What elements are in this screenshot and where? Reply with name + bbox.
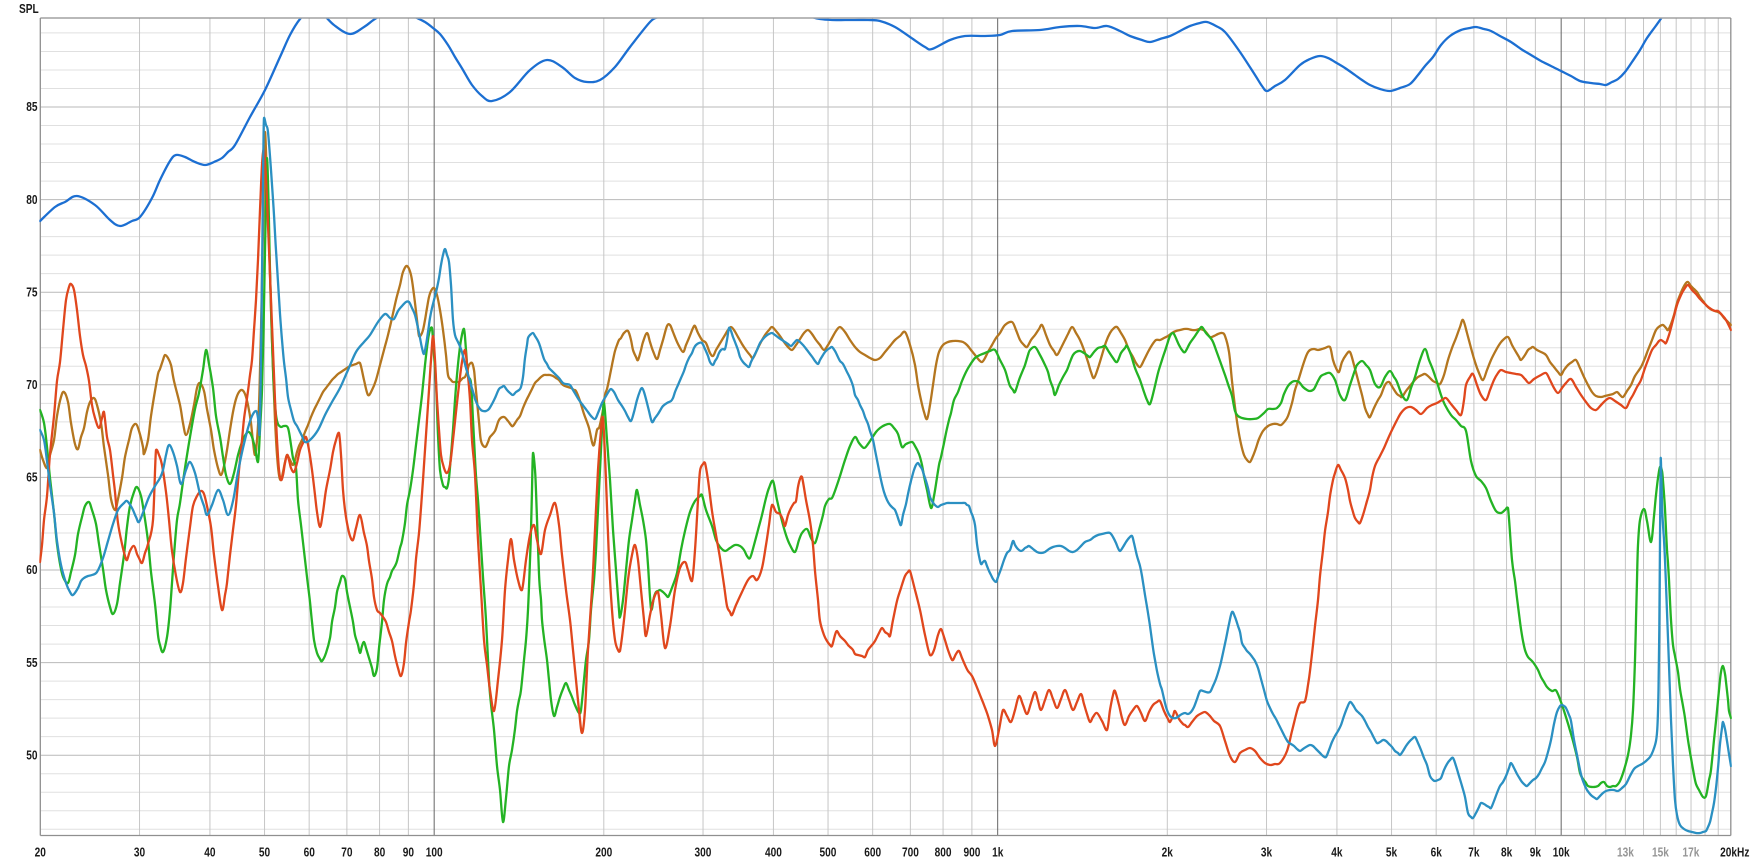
svg-text:5k: 5k bbox=[1386, 845, 1398, 859]
svg-text:65: 65 bbox=[26, 470, 38, 484]
svg-text:200: 200 bbox=[595, 845, 612, 859]
svg-text:60: 60 bbox=[26, 563, 37, 577]
svg-text:20: 20 bbox=[35, 845, 46, 859]
svg-text:400: 400 bbox=[765, 845, 782, 859]
svg-text:6k: 6k bbox=[1431, 845, 1443, 859]
svg-text:75: 75 bbox=[26, 285, 38, 299]
svg-text:80: 80 bbox=[26, 193, 37, 207]
svg-text:17k: 17k bbox=[1683, 845, 1700, 859]
svg-text:90: 90 bbox=[403, 845, 414, 859]
svg-text:600: 600 bbox=[864, 845, 881, 859]
svg-text:300: 300 bbox=[695, 845, 712, 859]
svg-text:9k: 9k bbox=[1530, 845, 1542, 859]
svg-text:7k: 7k bbox=[1468, 845, 1480, 859]
svg-text:55: 55 bbox=[26, 656, 38, 670]
svg-text:3k: 3k bbox=[1261, 845, 1273, 859]
svg-text:85: 85 bbox=[26, 100, 38, 114]
svg-text:10k: 10k bbox=[1553, 845, 1570, 859]
svg-text:SPL: SPL bbox=[19, 2, 39, 16]
svg-text:50: 50 bbox=[259, 845, 270, 859]
svg-text:70: 70 bbox=[341, 845, 352, 859]
svg-text:15k: 15k bbox=[1652, 845, 1669, 859]
svg-text:700: 700 bbox=[902, 845, 919, 859]
svg-text:60: 60 bbox=[304, 845, 315, 859]
svg-text:2k: 2k bbox=[1162, 845, 1174, 859]
svg-text:1k: 1k bbox=[992, 845, 1004, 859]
svg-text:800: 800 bbox=[935, 845, 952, 859]
svg-text:900: 900 bbox=[963, 845, 980, 859]
svg-text:70: 70 bbox=[26, 378, 37, 392]
svg-text:500: 500 bbox=[820, 845, 837, 859]
svg-text:13k: 13k bbox=[1617, 845, 1634, 859]
svg-text:50: 50 bbox=[26, 748, 37, 762]
svg-text:40: 40 bbox=[204, 845, 215, 859]
svg-text:8k: 8k bbox=[1501, 845, 1513, 859]
svg-text:80: 80 bbox=[374, 845, 385, 859]
svg-text:30: 30 bbox=[134, 845, 145, 859]
svg-text:100: 100 bbox=[426, 845, 443, 859]
svg-text:4k: 4k bbox=[1331, 845, 1343, 859]
svg-text:20kHz: 20kHz bbox=[1720, 845, 1749, 859]
